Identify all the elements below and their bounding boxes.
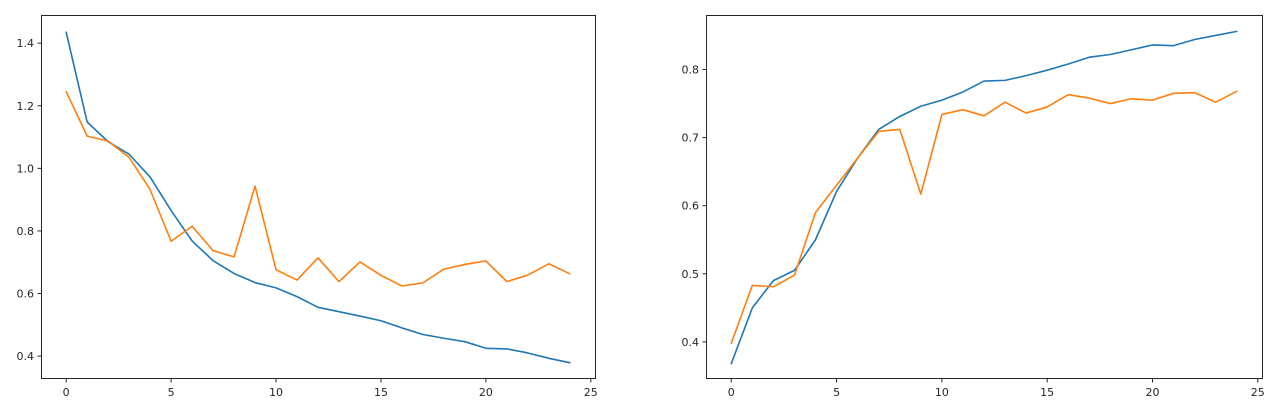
x-tick-label: 15 [1040,386,1054,399]
series-line-2 [65,90,571,287]
axes-frame [706,15,1263,379]
series-line-2 [730,90,1238,345]
chart-panel-1: 0 5 10 15 20 25 0.4 0.6 0.8 1.0 1.2 1.4 [17,15,598,399]
x-tick-label: 10 [269,386,283,399]
y-tick-label: 0.6 [17,288,35,301]
y-tick-label: 1.0 [17,162,35,175]
y-tick-label: 0.4 [682,336,700,349]
y-tick-label: 1.2 [17,100,35,113]
chart-panel-2: 0 5 10 15 20 25 0.4 0.5 0.6 0.7 0.8 [682,15,1265,399]
x-tick-label: 20 [1145,386,1159,399]
x-tick-label: 20 [479,386,493,399]
x-tick-label: 25 [1251,386,1265,399]
y-tick-label: 0.5 [682,268,700,281]
series-line-1 [730,30,1238,365]
series-line-1 [65,31,571,364]
y-tick-label: 0.8 [682,63,700,76]
x-tick-label: 5 [168,386,175,399]
y-tick-label: 0.4 [17,350,35,363]
x-tick-label: 0 [63,386,70,399]
y-tick-label: 0.7 [682,132,700,145]
y-tick-label: 0.6 [682,200,700,213]
x-tick-label: 10 [935,386,949,399]
axes-frame [41,15,596,379]
x-tick-label: 5 [833,386,840,399]
x-tick-label: 0 [728,386,735,399]
x-tick-label: 25 [584,386,598,399]
y-tick-label: 0.8 [17,225,35,238]
y-tick-label: 1.4 [17,37,35,50]
x-tick-label: 15 [374,386,388,399]
